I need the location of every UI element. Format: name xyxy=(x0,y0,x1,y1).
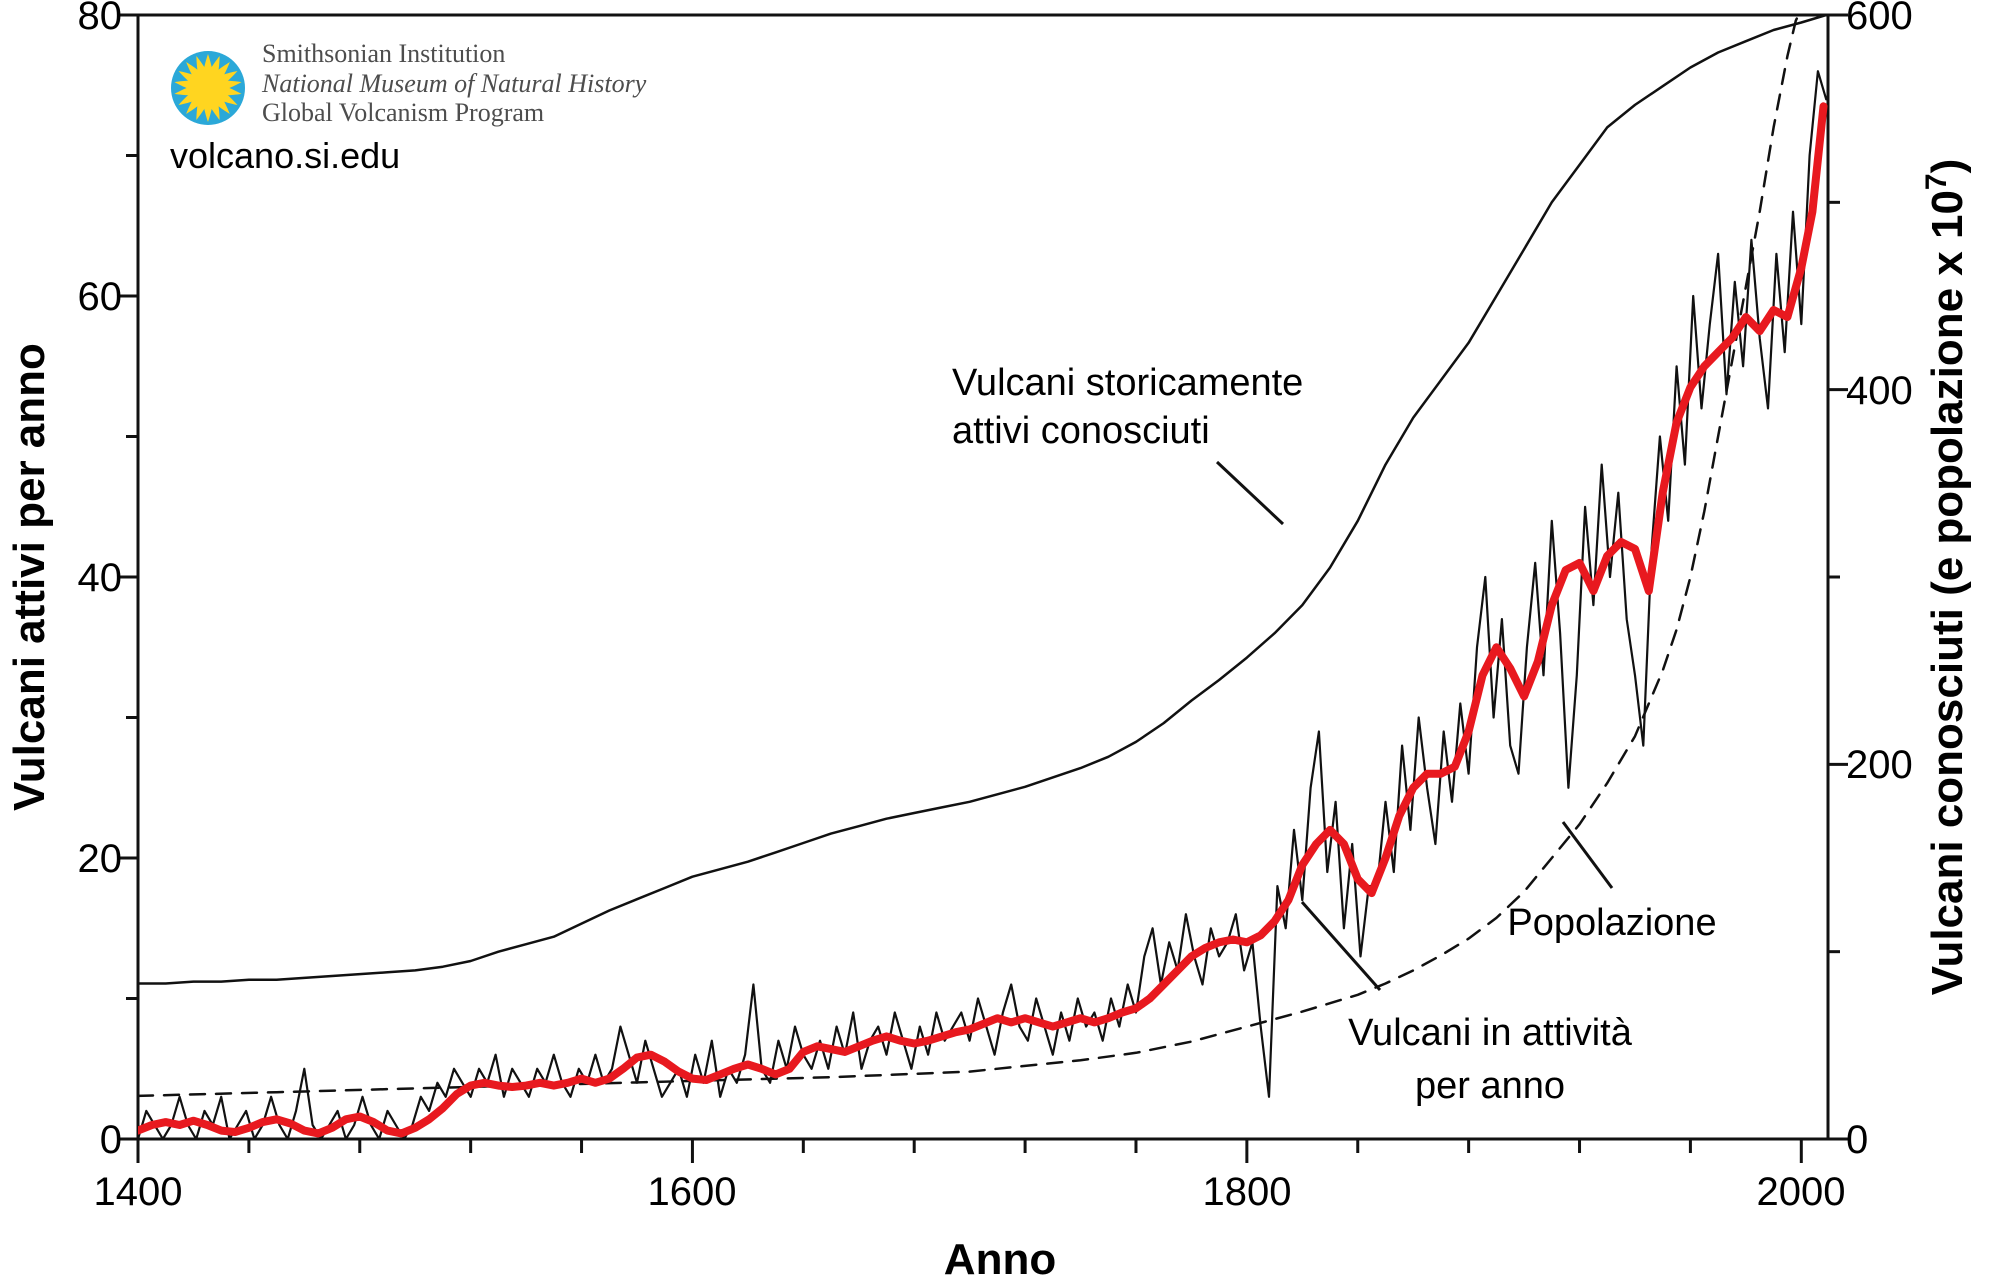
left-axis-title: Vulcani attivi per anno xyxy=(5,343,54,811)
annotation-active-per-year: Vulcani in attività per anno xyxy=(1300,901,1633,1107)
annotation-population-label: Popolazione xyxy=(1507,902,1716,944)
left-tick-0: 0 xyxy=(100,1118,122,1162)
right-tick-400: 400 xyxy=(1846,369,1913,413)
x-axis-tick-labels: 1400 1600 1800 2000 xyxy=(94,1170,1846,1214)
branding-museum: National Museum of Natural History xyxy=(261,69,647,98)
smithsonian-sunburst-logo-icon xyxy=(171,51,245,125)
left-tick-80: 80 xyxy=(78,0,123,38)
left-tick-20: 20 xyxy=(78,837,123,881)
annotation-population-leader-line xyxy=(1561,821,1614,889)
branding-program: Global Volcanism Program xyxy=(262,98,544,127)
right-tick-0: 0 xyxy=(1846,1118,1868,1162)
right-axis-tick-labels: 0 200 400 600 xyxy=(1846,0,1913,1162)
annotation-active-line1: Vulcani in attività xyxy=(1348,1012,1633,1054)
x-tick-2000: 2000 xyxy=(1757,1170,1846,1214)
annotation-known-leader-line xyxy=(1215,460,1285,526)
series-2 xyxy=(138,70,1828,1139)
x-tick-1400: 1400 xyxy=(94,1170,183,1214)
right-tick-200: 200 xyxy=(1846,743,1913,787)
annotation-active-line2: per anno xyxy=(1415,1065,1565,1107)
annotation-population: Popolazione xyxy=(1507,821,1717,944)
annotation-known-line2: attivi conosciuti xyxy=(952,410,1210,452)
data-series xyxy=(138,15,1828,1139)
series-1 xyxy=(138,15,1800,1098)
series-0 xyxy=(138,15,1828,985)
right-axis-title: Vulcani conosciuti (e popolazione x 107) xyxy=(1920,159,1972,996)
left-tick-60: 60 xyxy=(78,275,123,319)
x-tick-1800: 1800 xyxy=(1203,1170,1292,1214)
axis-ticks xyxy=(118,13,1848,1163)
branding-site-url: volcano.si.edu xyxy=(170,135,400,176)
left-axis-tick-labels: 0 20 40 60 80 xyxy=(78,0,123,1162)
sun-ray xyxy=(196,56,210,79)
left-tick-40: 40 xyxy=(78,556,123,600)
annotation-known-line1: Vulcani storicamente xyxy=(952,362,1303,404)
annotation-active-leader-line xyxy=(1300,901,1382,991)
x-axis-title: Anno xyxy=(944,1235,1056,1281)
branding-org: Smithsonian Institution xyxy=(262,39,505,68)
series-3 xyxy=(138,102,1828,1138)
plot-frame xyxy=(136,13,1830,1141)
branding-block: Smithsonian Institution National Museum … xyxy=(170,39,647,176)
annotation-known-volcanoes: Vulcani storicamente attivi conosciuti xyxy=(952,362,1303,526)
x-tick-1600: 1600 xyxy=(648,1170,737,1214)
right-tick-600: 600 xyxy=(1846,0,1913,38)
